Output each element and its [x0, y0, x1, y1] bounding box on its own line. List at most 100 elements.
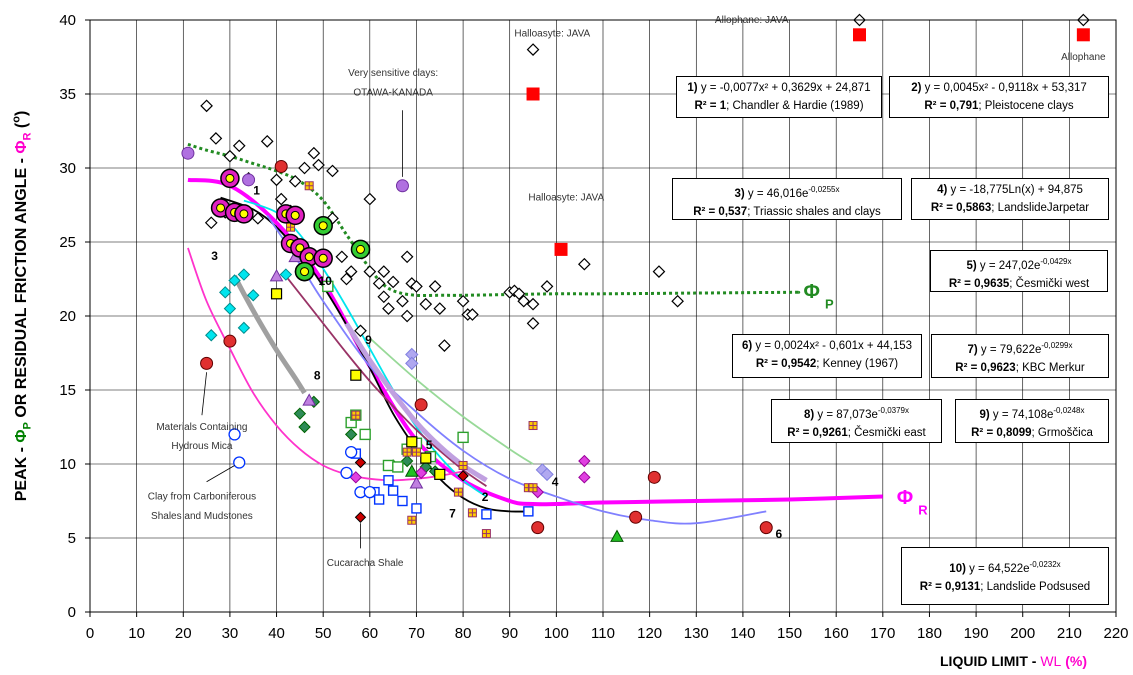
- red-circle-point: [200, 356, 214, 370]
- diamond-point: [344, 265, 358, 278]
- red-circle-point: [531, 521, 545, 535]
- equation-box-2: 2) y = 0,0045x² - 0,9118x + 53,317 R² = …: [889, 76, 1109, 118]
- diamond-point: [526, 297, 540, 311]
- curve-number: 9: [365, 333, 372, 347]
- yellow-square-point: [420, 452, 432, 464]
- diamond-point: [204, 216, 218, 230]
- red-circle-point: [414, 398, 428, 412]
- annotation-halloasyte-1: Halloasyte: JAVA: [514, 28, 590, 39]
- x-tick-label: 220: [1103, 625, 1128, 642]
- diamond-point: [260, 135, 274, 148]
- phi-p-label: Φ: [804, 281, 820, 303]
- diamond-point: [382, 302, 395, 315]
- green-square-point: [457, 431, 469, 444]
- teal-diamond-point: [298, 420, 311, 434]
- curve-c1: [220, 196, 534, 513]
- cyan-diamond-point: [223, 302, 237, 315]
- equation-box-8: 8) y = 87,073e-0,0379x R² = 0,9261; Česm…: [771, 399, 942, 443]
- diamond-point: [298, 161, 311, 175]
- x-tick-label: 210: [1057, 625, 1082, 642]
- x-tick-label: 120: [637, 625, 662, 642]
- red-circle-point: [223, 334, 237, 348]
- annotation-carboniferous-2: Shales and Mudstones: [151, 511, 253, 522]
- x-tick-label: 100: [544, 625, 569, 642]
- curve-number: 4: [552, 475, 559, 489]
- big-magenta-circle-center: [239, 209, 249, 219]
- purple-triangle-point: [269, 269, 284, 282]
- diamond-point: [652, 265, 666, 278]
- equation-box-5: 5) y = 247,02e-0,0429x R² = 0,9635; Česm…: [930, 250, 1108, 292]
- pointer-line: [201, 372, 207, 416]
- blue-circle-point: [345, 446, 358, 459]
- blue-square-point: [383, 475, 394, 486]
- red-square-point: [554, 242, 568, 256]
- yellow-square-point: [434, 468, 446, 480]
- red-square-point: [526, 87, 540, 101]
- green-square-point: [392, 461, 404, 473]
- x-tick-label: 80: [455, 625, 472, 642]
- annotation-cucaracha: Cucaracha Shale: [327, 558, 404, 569]
- big-magenta-circle-center: [216, 203, 226, 213]
- diamond-point: [251, 211, 265, 225]
- magenta-diamond-point: [414, 466, 428, 480]
- purple-circle-point: [395, 179, 409, 193]
- diamond-point: [512, 287, 526, 301]
- diamond-point: [335, 250, 349, 264]
- diamond-point: [270, 173, 283, 187]
- pointer-line: [206, 465, 235, 483]
- diamond-point: [232, 139, 246, 153]
- diamond-point: [363, 265, 377, 278]
- red-circle-point: [274, 160, 288, 174]
- y-tick-label: 30: [59, 160, 76, 177]
- annotation-carboniferous-1: Clay from Carboniferous: [148, 492, 256, 503]
- x-tick-label: 110: [591, 625, 615, 642]
- diamond-point: [396, 294, 409, 308]
- blue-circle-point: [363, 485, 376, 499]
- x-tick-label: 200: [1010, 625, 1035, 642]
- magenta-diamond-point: [349, 471, 363, 484]
- x-tick-label: 30: [222, 625, 239, 642]
- x-tick-label: 180: [917, 625, 942, 642]
- blue-circle-point: [340, 466, 353, 480]
- diamond-point: [400, 250, 414, 264]
- y-tick-label: 10: [59, 456, 76, 473]
- curve-number: 3: [211, 249, 218, 263]
- diamond-point: [400, 309, 414, 323]
- y-tick-label: 40: [59, 12, 76, 29]
- curve-c6: [369, 337, 534, 465]
- teal-diamond-point: [293, 407, 307, 420]
- phi-r-subscript: R: [918, 502, 928, 517]
- equation-box-10: 10) y = 64,522e-0,0232x R² = 0,9131; Lan…: [901, 547, 1109, 605]
- red-circle-point: [629, 510, 643, 524]
- big-green-circle-center: [355, 244, 365, 254]
- diamond-point: [223, 149, 237, 163]
- diamond-point: [354, 324, 367, 338]
- curve-number: 5: [426, 438, 433, 452]
- x-tick-label: 90: [501, 625, 518, 642]
- lavender-diamond-point: [405, 356, 419, 371]
- diamond-point: [372, 277, 386, 290]
- equation-box-9: 9) y = 74,108e-0,0248x R² = 0,8099; Grmo…: [955, 399, 1109, 443]
- curve-number: 6: [776, 527, 783, 541]
- x-tick-label: 10: [128, 625, 145, 642]
- equation-box-7: 7) y = 79,622e-0,0299x R² = 0,9623; KBC …: [931, 334, 1109, 378]
- curve-number: 1: [253, 184, 260, 198]
- magenta-diamond-point: [578, 471, 591, 484]
- y-tick-label: 20: [59, 308, 76, 325]
- equation-box-6: 6) y = 0,0024x² - 0,601x + 44,153 R² = 0…: [732, 334, 922, 378]
- diamond-point: [377, 265, 391, 278]
- big-magenta-circle-center: [290, 210, 300, 220]
- diamond-point: [517, 294, 531, 308]
- annotation-halloasyte-2: Halloasyte: JAVA: [528, 193, 604, 204]
- magenta-diamond-point: [578, 454, 591, 468]
- y-tick-label: 15: [59, 382, 76, 399]
- diamond-point: [200, 99, 213, 113]
- x-tick-label: 50: [315, 625, 332, 642]
- diamond-point: [312, 158, 325, 172]
- big-magenta-circle-center: [295, 243, 305, 253]
- teal-diamond-point: [400, 454, 414, 468]
- x-tick-label: 0: [86, 625, 94, 642]
- axes: 0 10 20 30 40 50 60 70 80 90 100 110 120 130 140 150 160…: [59, 12, 1128, 642]
